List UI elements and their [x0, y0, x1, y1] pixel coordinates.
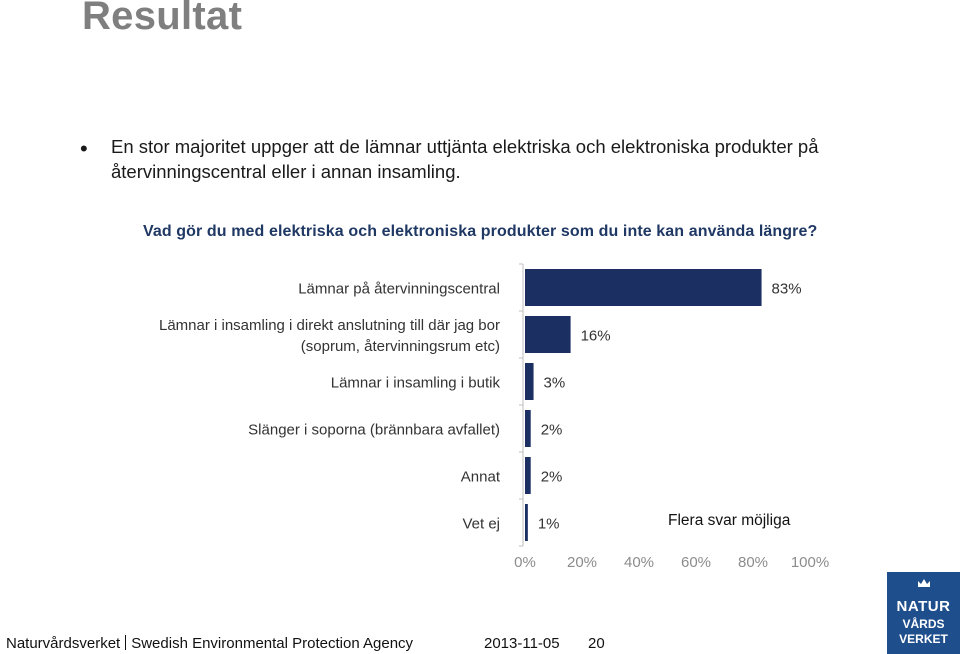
multiple-answers-note: Flera svar möjliga	[668, 512, 791, 529]
data-label: 16%	[581, 328, 611, 345]
x-tick-label: 100%	[791, 554, 829, 571]
page-title: Resultat	[82, 0, 243, 38]
category-label: Lämnar i insamling i butik	[331, 375, 501, 392]
bullet-icon: •	[80, 136, 88, 161]
x-tick-label: 20%	[567, 554, 597, 571]
footer-org-name: Naturvårdsverket	[6, 635, 121, 652]
category-label: Annat	[461, 469, 501, 486]
bar	[525, 457, 531, 494]
category-label: Lämnar i insamling i direkt anslutning t…	[159, 317, 500, 334]
category-label: (soprum, återvinningsrum etc)	[301, 338, 500, 355]
survey-question: Vad gör du med elektriska och elektronis…	[143, 223, 818, 240]
bar	[525, 363, 534, 400]
footer-page-number: 20	[588, 635, 605, 652]
category-label: Lämnar på återvinningscentral	[298, 281, 500, 298]
naturvardsverket-logo: NATUR VÅRDS VERKET	[887, 572, 960, 654]
bar	[525, 316, 571, 353]
crown-icon	[918, 579, 930, 587]
data-label: 83%	[772, 281, 802, 298]
bar	[525, 269, 762, 306]
data-label: 3%	[544, 375, 566, 392]
footer-org-name-en: Swedish Environmental Protection Agency	[131, 635, 414, 652]
logo-line-2: VÅRDS	[902, 617, 945, 631]
bar	[525, 504, 528, 541]
data-label: 2%	[541, 469, 563, 486]
footer-organization: Naturvårdsverket Swedish Environmental Pr…	[6, 635, 413, 652]
x-tick-label: 0%	[514, 554, 536, 571]
data-label: 2%	[541, 422, 563, 439]
category-label: Vet ej	[462, 516, 500, 533]
bar	[525, 410, 531, 447]
bullet-text: En stor majoritet uppger att de lämnar u…	[111, 136, 819, 182]
footer-date: 2013-11-05	[484, 635, 560, 652]
logo-line-3: VERKET	[899, 632, 948, 646]
x-tick-label: 80%	[738, 554, 768, 571]
data-label: 1%	[538, 516, 560, 533]
logo-line-1: NATUR	[896, 598, 951, 615]
category-label: Slänger i soporna (brännbara avfallet)	[248, 422, 500, 439]
footer-separator	[125, 635, 127, 650]
x-tick-label: 60%	[681, 554, 711, 571]
x-tick-label: 40%	[624, 554, 654, 571]
